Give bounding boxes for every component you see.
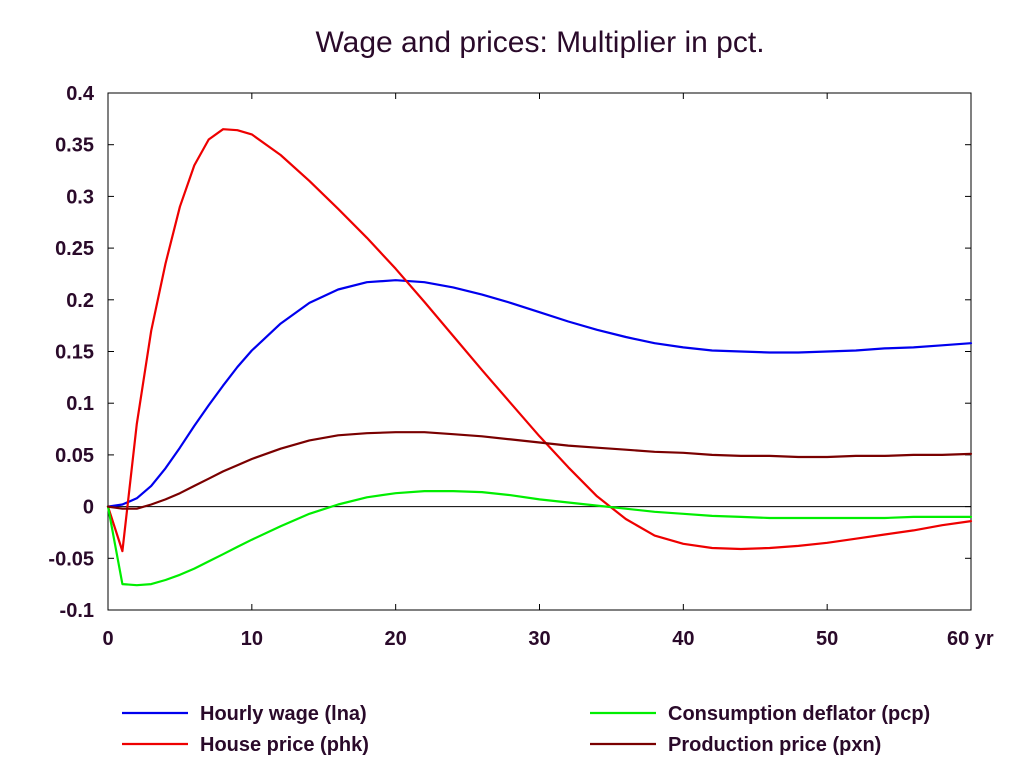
y-tick-label: -0.1 xyxy=(60,600,94,622)
series-line-3 xyxy=(106,431,973,510)
legend-item: House price (phk) xyxy=(122,734,369,756)
series-line-1 xyxy=(106,128,973,553)
x-tick-label: 40 xyxy=(672,628,694,650)
y-tick-label: 0.25 xyxy=(55,238,94,260)
x-tick-label: 50 xyxy=(816,628,838,650)
y-tick-label: 0.4 xyxy=(66,83,95,105)
legend-label: Production price (pxn) xyxy=(668,734,881,756)
y-tick-label: 0.35 xyxy=(55,135,94,157)
y-tick-label: 0.2 xyxy=(66,290,94,312)
y-tick-label: 0.15 xyxy=(55,342,94,364)
series-line-2 xyxy=(106,490,973,587)
y-tick-label: 0 xyxy=(83,497,94,519)
legend-label: House price (phk) xyxy=(200,734,369,756)
legend-item: Consumption deflator (pcp) xyxy=(590,703,930,725)
legend-label: Hourly wage (lna) xyxy=(200,703,367,725)
series-line-0 xyxy=(106,279,973,508)
chart-title: Wage and prices: Multiplier in pct. xyxy=(315,26,764,59)
y-tick-label: -0.05 xyxy=(48,548,94,570)
legend-label: Consumption deflator (pcp) xyxy=(668,703,930,725)
legend-item: Hourly wage (lna) xyxy=(122,703,367,725)
legend-item: Production price (pxn) xyxy=(590,734,881,756)
x-tick-label: 0 xyxy=(102,628,113,650)
y-tick-label: 0.3 xyxy=(66,186,94,208)
x-tick-label: 10 xyxy=(241,628,263,650)
x-tick-label: 30 xyxy=(528,628,550,650)
y-tick-label: 0.1 xyxy=(66,393,94,415)
x-tick-label: 60 yr xyxy=(947,628,994,650)
y-tick-label: 0.05 xyxy=(55,445,94,467)
x-tick-label: 20 xyxy=(385,628,407,650)
